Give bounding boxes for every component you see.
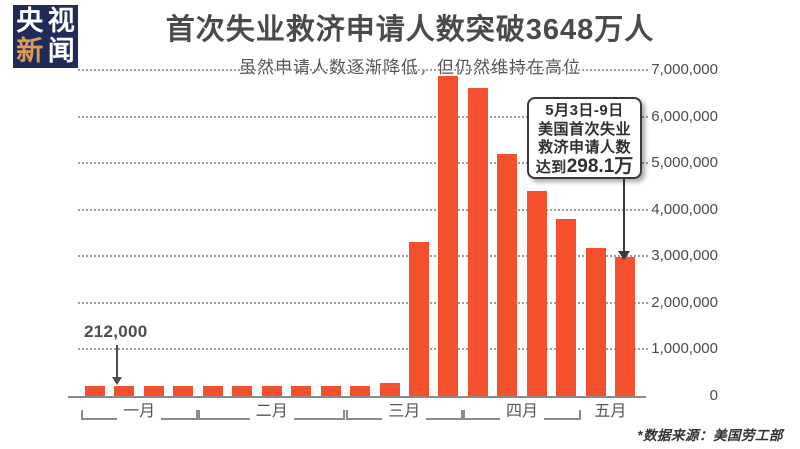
bar-五月-week1: [585, 248, 606, 396]
first-bar-value-label: 212,000: [84, 322, 148, 341]
month-label: 五月: [594, 403, 627, 420]
bar-二月-week3: [261, 385, 282, 396]
y-axis-tick-label: 6,000,000: [651, 107, 718, 125]
month-bracket-四月: 四月: [463, 402, 581, 422]
bracket-line: [161, 410, 198, 420]
bar-三月-week3: [408, 242, 429, 396]
bracket-line: [198, 410, 250, 420]
gridline: [78, 208, 648, 211]
month-bracket-二月: 二月: [198, 402, 346, 422]
logo-char-xin: 新: [16, 36, 44, 67]
callout-value: 298.1万: [566, 155, 634, 177]
y-axis-tick-label: 1,000,000: [651, 340, 718, 358]
x-axis-line: [68, 396, 646, 398]
month-label: 四月: [506, 403, 539, 420]
chart-subtitle: 虽然申请人数逐渐降低，但仍然维持在高位: [239, 58, 581, 77]
callout-arrowhead-icon: [618, 251, 630, 260]
month-label: 一月: [123, 403, 156, 420]
bar-二月-week2: [232, 386, 253, 396]
cctv-news-logo: 央 视 新 闻: [13, 5, 78, 68]
callout-line-1: 5月3日-9日: [545, 102, 624, 119]
callout-line-3: 救济申请人数: [537, 139, 631, 156]
bar-一月-week4: [173, 385, 194, 396]
gridline: [78, 115, 648, 118]
bar-一月-week2: [114, 386, 135, 396]
logo-char-wen: 闻: [47, 36, 75, 67]
bar-五月-week2: [615, 257, 636, 396]
callout-box: 5月3日-9日 美国首次失业 救济申请人数 达到298.1万: [527, 97, 642, 179]
callout-line-4: 达到298.1万: [529, 155, 640, 178]
first-bar-arrow: [116, 345, 118, 378]
y-axis-tick-label: 3,000,000: [651, 247, 718, 265]
bar-一月-week1: [85, 386, 105, 396]
month-bracket-三月: 三月: [345, 402, 463, 422]
chart-title: 首次失业救济申请人数突破3648万人: [165, 14, 655, 46]
callout-value-prefix: 达到: [535, 158, 567, 176]
bar-二月-week1: [202, 386, 223, 396]
bar-二月-week4: [291, 385, 312, 396]
y-axis-tick-label: 0: [709, 387, 718, 404]
bracket-line: [293, 410, 346, 420]
month-label: 二月: [255, 403, 288, 420]
gridline: [78, 348, 648, 351]
gridline: [78, 255, 648, 258]
gridline: [78, 301, 648, 304]
logo-char-yang: 央: [16, 5, 44, 36]
header: 首次失业救济申请人数突破3648万人 虽然申请人数逐渐降低，但仍然维持在高位: [80, 6, 740, 78]
bracket-line: [80, 410, 118, 420]
bracket-line: [544, 410, 581, 420]
gridline: [78, 162, 648, 165]
bar-四月-week1: [467, 87, 488, 396]
y-axis-tick-label: 5,000,000: [651, 154, 718, 172]
bar-三月-week2: [379, 382, 400, 396]
bracket-line: [345, 410, 383, 420]
month-label: 三月: [388, 403, 421, 420]
y-axis-tick-label: 4,000,000: [651, 200, 718, 218]
callout-arrow: [623, 179, 625, 252]
logo-char-shi: 视: [47, 5, 75, 36]
bracket-line: [426, 410, 463, 420]
data-source-label: *数据来源：美国劳工部: [637, 428, 783, 443]
gridline: [78, 69, 648, 71]
bar-四月-week4: [556, 219, 577, 396]
first-bar-arrowhead-icon: [112, 377, 122, 385]
bar-三月-week4: [438, 76, 459, 396]
callout-line-2: 美国首次失业: [537, 120, 631, 138]
y-axis-tick-label: 7,000,000: [651, 61, 718, 78]
bar-三月-week1: [350, 386, 371, 396]
bar-四月-week2: [497, 153, 518, 396]
month-bracket-一月: 一月: [80, 402, 198, 422]
bar-四月-week3: [526, 191, 547, 396]
bar-二月-week5: [320, 385, 341, 396]
bar-一月-week3: [143, 385, 164, 396]
y-axis-tick-label: 2,000,000: [651, 293, 718, 311]
bracket-line: [463, 410, 501, 420]
